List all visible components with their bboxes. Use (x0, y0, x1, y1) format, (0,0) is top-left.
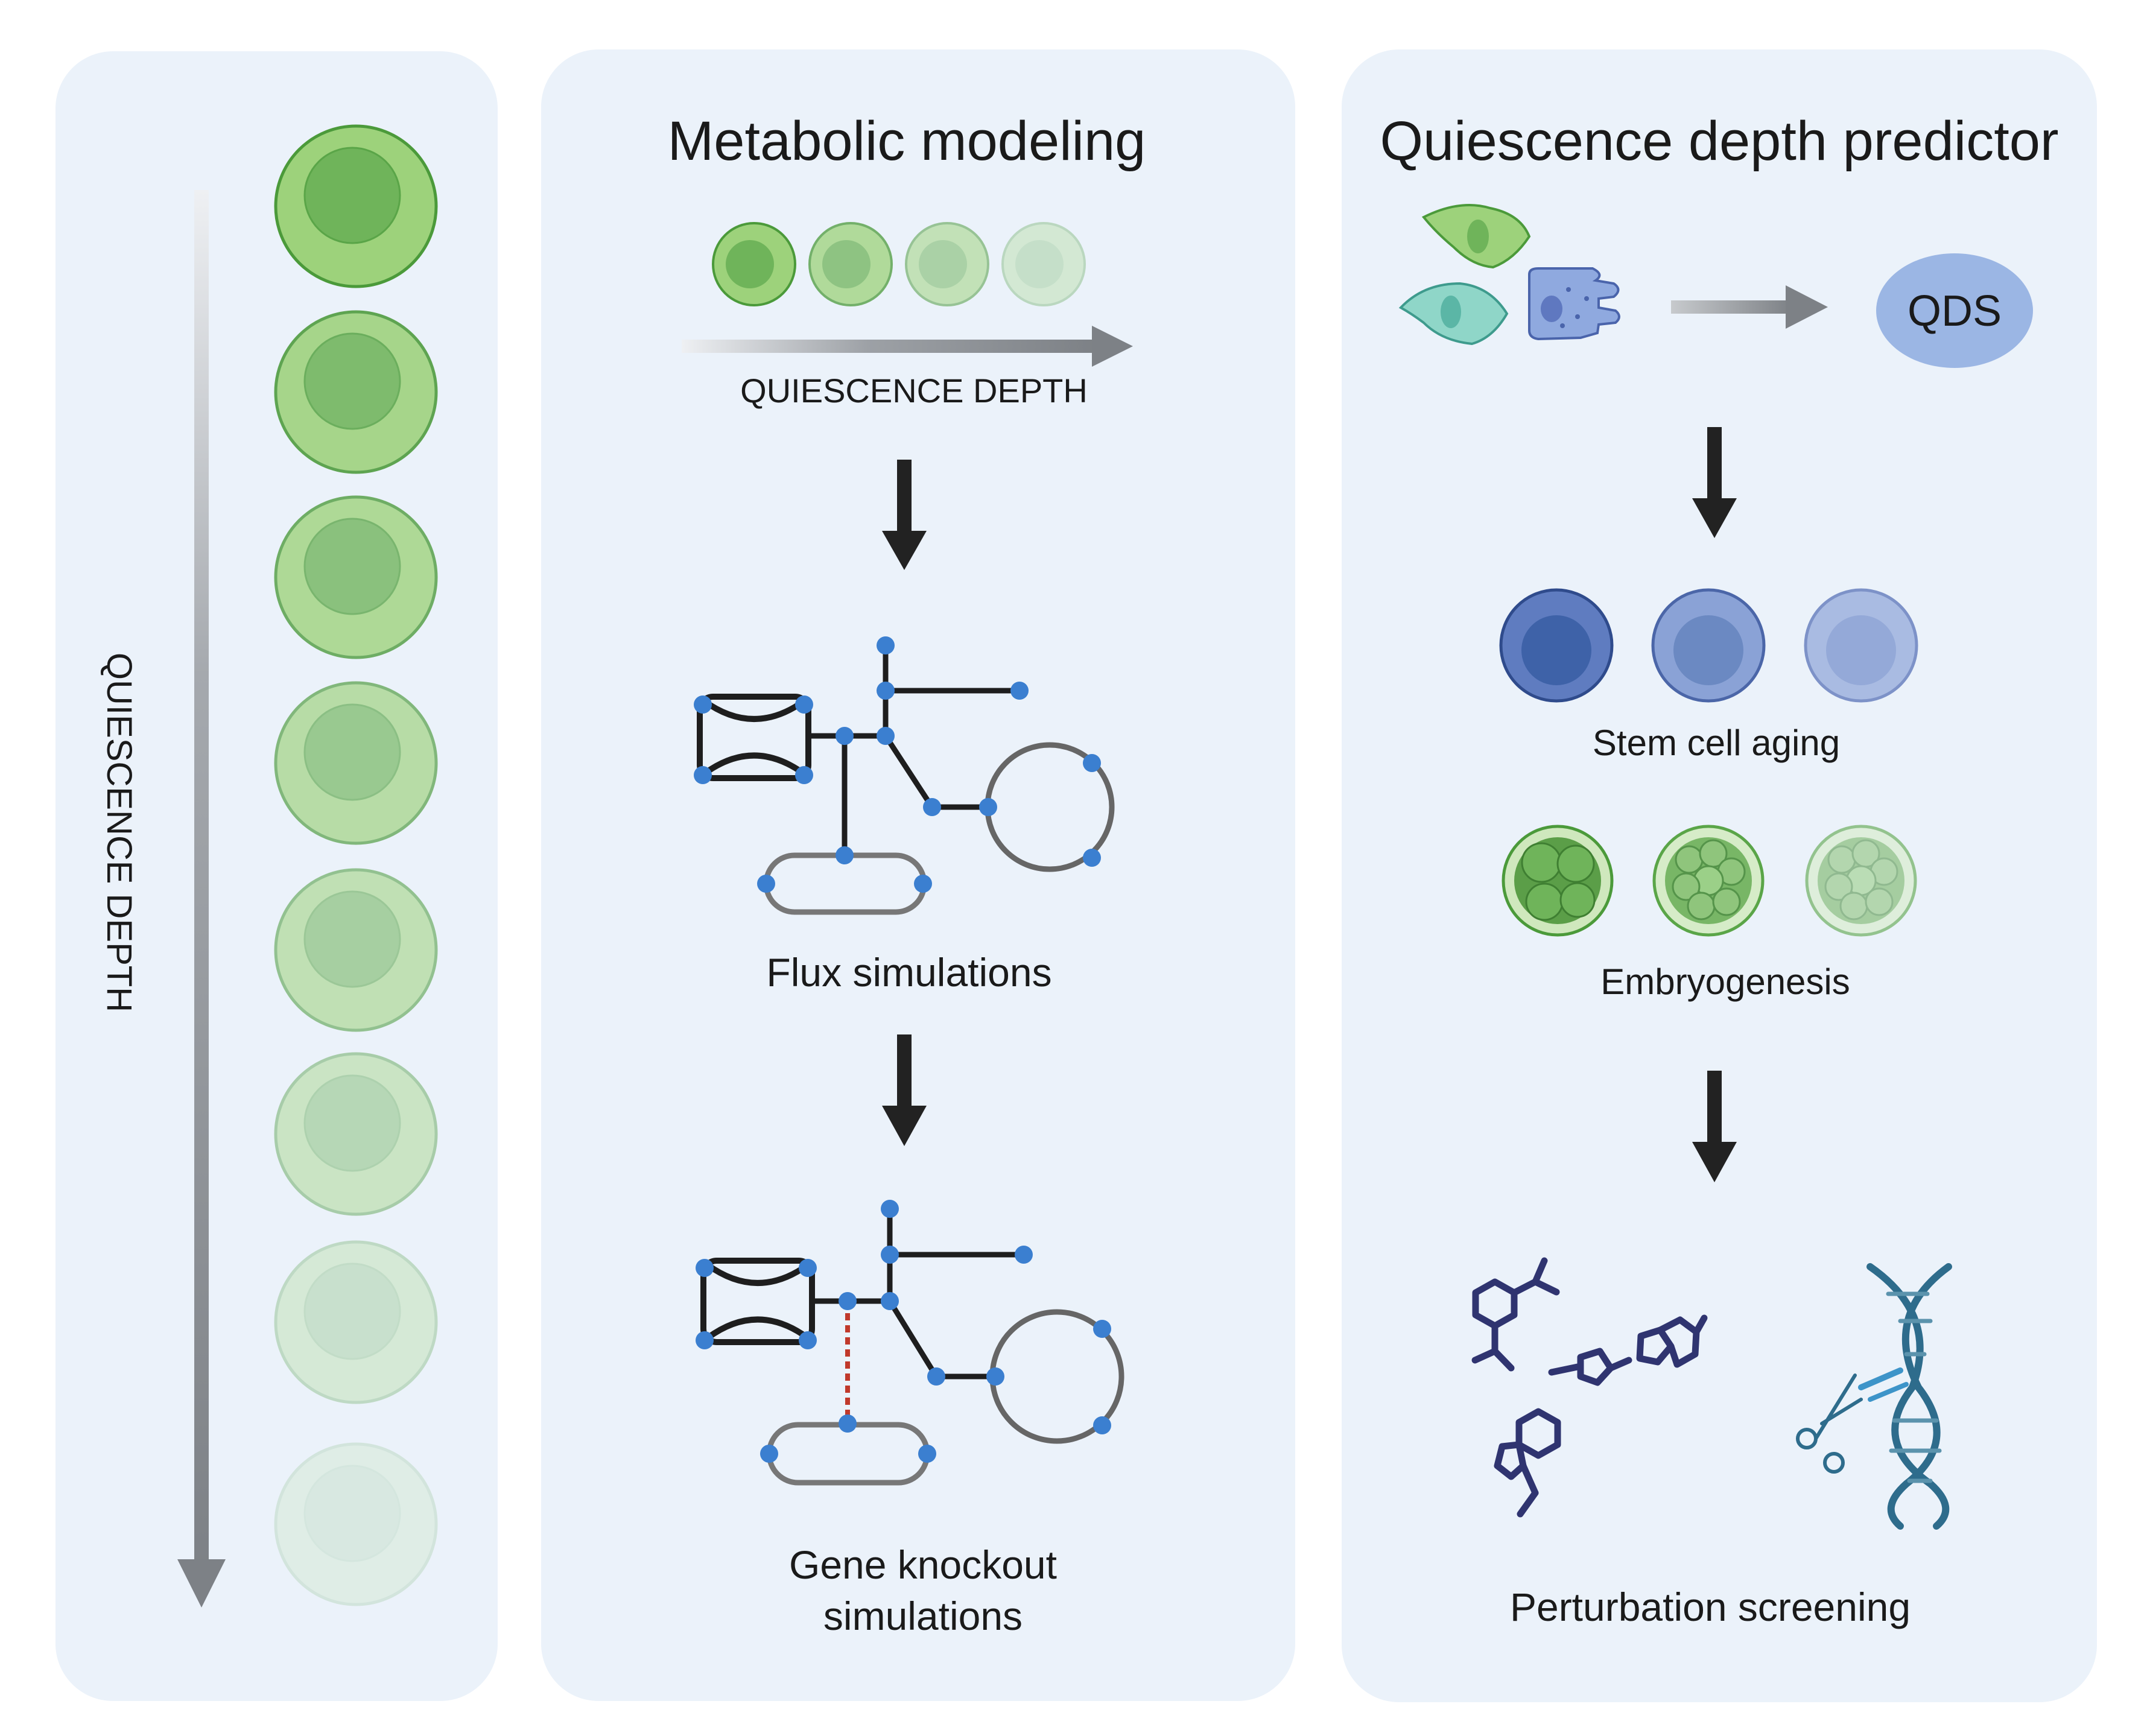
network-node (1083, 754, 1101, 772)
network-node (1093, 1320, 1111, 1338)
down-arrow (1692, 427, 1737, 538)
left-axis-label: QUIESCENCE DEPTH (100, 653, 139, 1012)
network-node (1083, 849, 1101, 867)
network-node (877, 727, 895, 745)
network-node (694, 695, 712, 714)
network-node (839, 1414, 857, 1433)
cell-icon (274, 310, 438, 474)
network-node (1010, 682, 1029, 700)
epithelial-cell-icon (1398, 282, 1509, 346)
predictor-panel-title: Quiescence depth predictor (1380, 110, 2058, 172)
cell-icon (274, 124, 438, 288)
knockout-network-nodes (696, 1200, 1111, 1463)
qds-badge: QDS (1876, 253, 2033, 368)
network-node (760, 1445, 778, 1463)
knockout-label-line1: Gene knockout (789, 1542, 1057, 1587)
network-node (927, 1367, 945, 1386)
right-arrow (1671, 285, 1828, 329)
perturbation-label: Perturbation screening (1510, 1585, 1911, 1629)
embryo-label: Embryogenesis (1600, 961, 1850, 1002)
network-node (914, 875, 932, 893)
qds-label: QDS (1908, 287, 2002, 335)
network-node (799, 1331, 817, 1349)
quiescence-depth-axis (177, 190, 226, 1608)
network-node (881, 1200, 899, 1218)
quiescence-depth-row-arrow (682, 326, 1133, 367)
network-node (757, 875, 775, 893)
network-node (836, 727, 854, 745)
down-arrow (1692, 1071, 1737, 1182)
immune-cell-icon (1528, 267, 1620, 341)
network-node (795, 766, 813, 784)
stem-cell-icon (1499, 588, 1614, 703)
cell-icon (274, 681, 438, 845)
network-node (836, 846, 854, 864)
metabolic-panel (541, 49, 1295, 1701)
depth-cell-row (712, 222, 1086, 306)
flux-label: Flux simulations (766, 950, 1051, 995)
metabolic-depth-label: QUIESCENCE DEPTH (740, 372, 1088, 410)
stem-cell-icon (1651, 588, 1766, 703)
cell-icon (274, 1052, 438, 1216)
embryo-icon (1805, 825, 1917, 937)
cell-icon (712, 222, 796, 306)
flux-network-nodes (694, 636, 1101, 893)
small-molecules-icon (1471, 1257, 1708, 1518)
network-node (877, 636, 895, 654)
network-node (979, 798, 997, 816)
down-arrow (882, 1034, 927, 1146)
cell-icon (808, 222, 893, 306)
network-node (881, 1246, 899, 1264)
network-node (923, 798, 941, 816)
network-node (1093, 1416, 1111, 1434)
network-node (1015, 1246, 1033, 1264)
embryo-row (1502, 825, 1917, 937)
stem-cell-row (1499, 588, 1918, 703)
down-arrow (882, 460, 927, 570)
network-node (696, 1259, 714, 1277)
cell-icon (905, 222, 989, 306)
cell-icon (274, 1240, 438, 1404)
network-node (877, 682, 895, 700)
fibroblast-icon (1421, 204, 1531, 269)
cell-icon (274, 868, 438, 1032)
network-node (881, 1292, 899, 1310)
network-node (799, 1259, 817, 1277)
network-node (918, 1445, 936, 1463)
stem-cell-icon (1804, 588, 1918, 703)
crispr-dna-icon (1858, 1263, 1952, 1530)
network-node (694, 766, 712, 784)
cell-icon (274, 1442, 438, 1606)
stem-cell-label: Stem cell aging (1593, 723, 1840, 763)
network-node (986, 1367, 1004, 1386)
metabolic-panel-title: Metabolic modeling (668, 110, 1146, 172)
flux-network-diagram (697, 645, 1115, 915)
embryo-icon (1652, 825, 1765, 937)
cell-icon (1001, 222, 1086, 306)
knockout-label-line2: simulations (823, 1594, 1023, 1638)
network-node (795, 695, 813, 714)
cell-icon (274, 495, 438, 659)
scissors-icon (1796, 1373, 1863, 1474)
network-node (696, 1331, 714, 1349)
embryo-icon (1502, 825, 1614, 937)
network-node (839, 1292, 857, 1310)
depth-cell-column (274, 124, 438, 1606)
